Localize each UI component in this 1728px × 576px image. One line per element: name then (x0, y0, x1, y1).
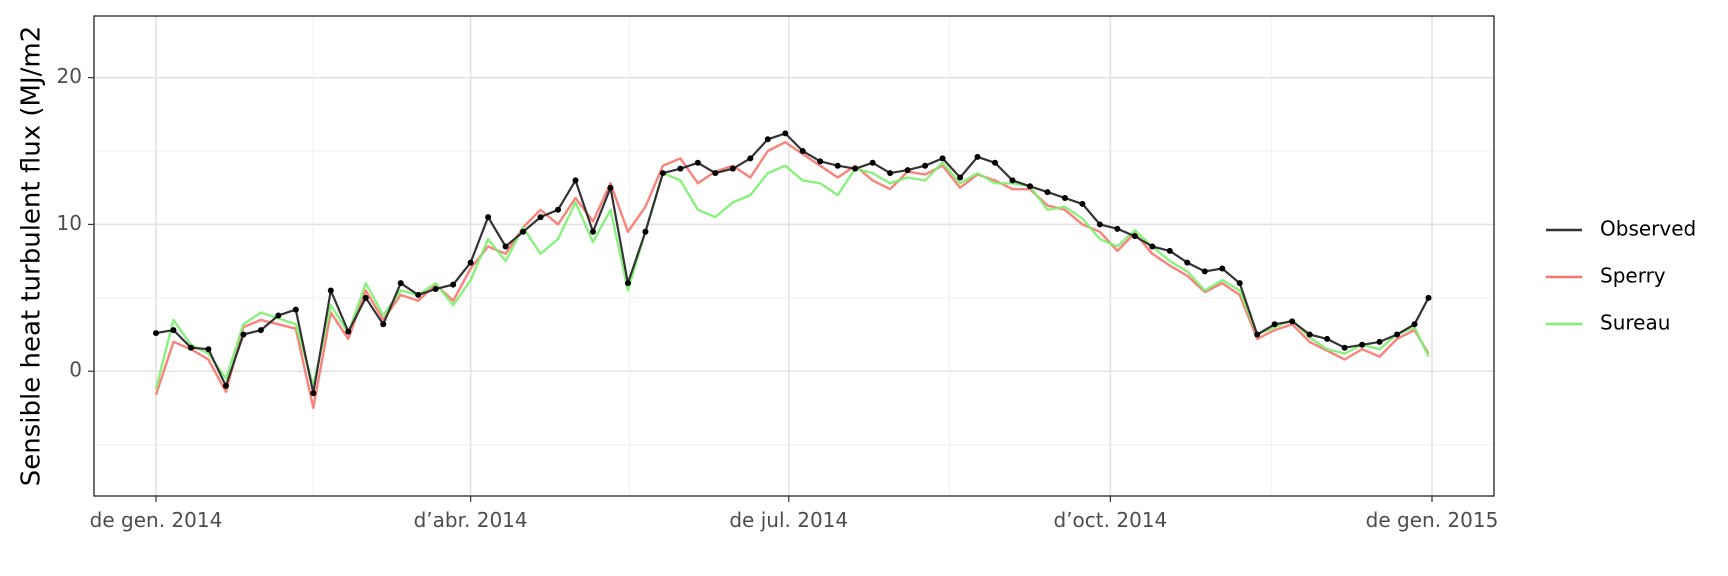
x-tick-label: d’abr. 2014 (414, 508, 528, 532)
y-tick-label: 10 (57, 211, 82, 235)
series-point-observed (502, 243, 509, 250)
series-point-observed (957, 174, 964, 181)
series-point-observed (1254, 331, 1261, 338)
series-point-observed (450, 281, 457, 288)
series-point-observed (1236, 280, 1243, 287)
series-point-observed (1306, 331, 1313, 338)
series-point-observed (1044, 189, 1051, 196)
series-point-observed (869, 159, 876, 166)
series-point-observed (1359, 341, 1366, 348)
series-point-observed (520, 228, 527, 235)
x-axis: de gen. 2014 d’abr. 2014 de jul. 2014 d’oct… (90, 496, 1499, 532)
series-point-observed (240, 331, 247, 338)
series-point-observed (1184, 259, 1191, 266)
series-point-observed (992, 159, 999, 166)
series-point-observed (170, 327, 177, 334)
series-point-observed (1201, 268, 1208, 275)
series-point-observed (974, 153, 981, 160)
series-line-sperry (154, 140, 1430, 410)
legend-label-sperry: Sperry (1600, 264, 1666, 288)
series-point-observed (589, 228, 596, 235)
legend: Observed Sperry Sureau (1546, 217, 1696, 335)
series-point-observed (345, 328, 352, 335)
series-point-observed (432, 286, 439, 293)
series-point-observed (904, 167, 911, 174)
series-point-observed (659, 170, 666, 177)
series-point-observed (572, 177, 579, 184)
y-tick-label: 20 (57, 64, 82, 88)
series-point-observed (292, 306, 299, 313)
series-point-observed (694, 159, 701, 166)
series-point-observed (1079, 200, 1086, 207)
series-point-observed (222, 382, 229, 389)
series-point-observed (187, 344, 194, 351)
y-grid (94, 76, 1494, 446)
series-point-observed (1096, 221, 1103, 228)
series-point-observed (1149, 243, 1156, 250)
series-point-observed (362, 294, 369, 301)
series-point-observed (1114, 225, 1121, 232)
series-point-observed (310, 390, 317, 397)
series-point-observed (677, 165, 684, 172)
series-point-observed (887, 170, 894, 177)
series-point-observed (922, 162, 929, 169)
series-point-observed (624, 280, 631, 287)
series-point-observed (327, 287, 334, 294)
series-point-observed (764, 136, 771, 143)
x-grid (155, 16, 1433, 496)
series-point-observed (782, 130, 789, 137)
legend-label-observed: Observed (1600, 217, 1696, 241)
series-point-observed (642, 228, 649, 235)
series-point-observed (799, 148, 806, 155)
series-point-observed (1131, 233, 1138, 240)
series-point-observed (205, 346, 212, 353)
series-point-observed (397, 280, 404, 287)
series-point-observed (712, 170, 719, 177)
series-point-observed (747, 155, 754, 162)
series-point-observed (1341, 344, 1348, 351)
series-point-observed (275, 312, 282, 319)
series-point-observed (485, 214, 492, 221)
y-tick-label: 0 (69, 358, 82, 382)
legend-label-sureau: Sureau (1600, 311, 1670, 335)
series-point-observed (834, 162, 841, 169)
series-layer (153, 130, 1432, 410)
series-point-observed (1425, 294, 1432, 301)
series-line-sureau (154, 161, 1430, 390)
series-point-observed (415, 291, 422, 298)
series-point-observed (1026, 183, 1033, 190)
series-point-observed (1324, 335, 1331, 342)
plot-panel (93, 15, 1495, 497)
series-point-observed (1061, 195, 1068, 202)
series-point-observed (555, 206, 562, 213)
series-point-observed (1394, 331, 1401, 338)
x-tick-label: de gen. 2015 (1366, 508, 1499, 532)
series-point-observed (1271, 321, 1278, 328)
series-point-observed (939, 155, 946, 162)
series-point-observed (537, 214, 544, 221)
series-point-observed (607, 184, 614, 191)
x-tick-label: d’oct. 2014 (1054, 508, 1168, 532)
series-point-observed (1411, 321, 1418, 328)
series-point-observed (1166, 247, 1173, 254)
series-point-observed (1009, 177, 1016, 184)
x-tick-label: de jul. 2014 (729, 508, 848, 532)
series-point-observed (1289, 318, 1296, 325)
x-tick-label: de gen. 2014 (90, 508, 223, 532)
series-point-observed (153, 330, 159, 337)
series-point-observed (817, 158, 824, 165)
series-point-observed (852, 165, 859, 172)
series-point-observed (467, 259, 474, 266)
y-axis-title: Sensible heat turbulent flux (MJ/m2 (17, 26, 47, 486)
series-point-observed (1219, 265, 1226, 272)
series-point-observed (380, 321, 387, 328)
series-point-observed (257, 327, 264, 334)
y-axis: 0 10 20 (57, 64, 94, 382)
series-point-observed (729, 165, 736, 172)
series-point-observed (1376, 338, 1383, 345)
